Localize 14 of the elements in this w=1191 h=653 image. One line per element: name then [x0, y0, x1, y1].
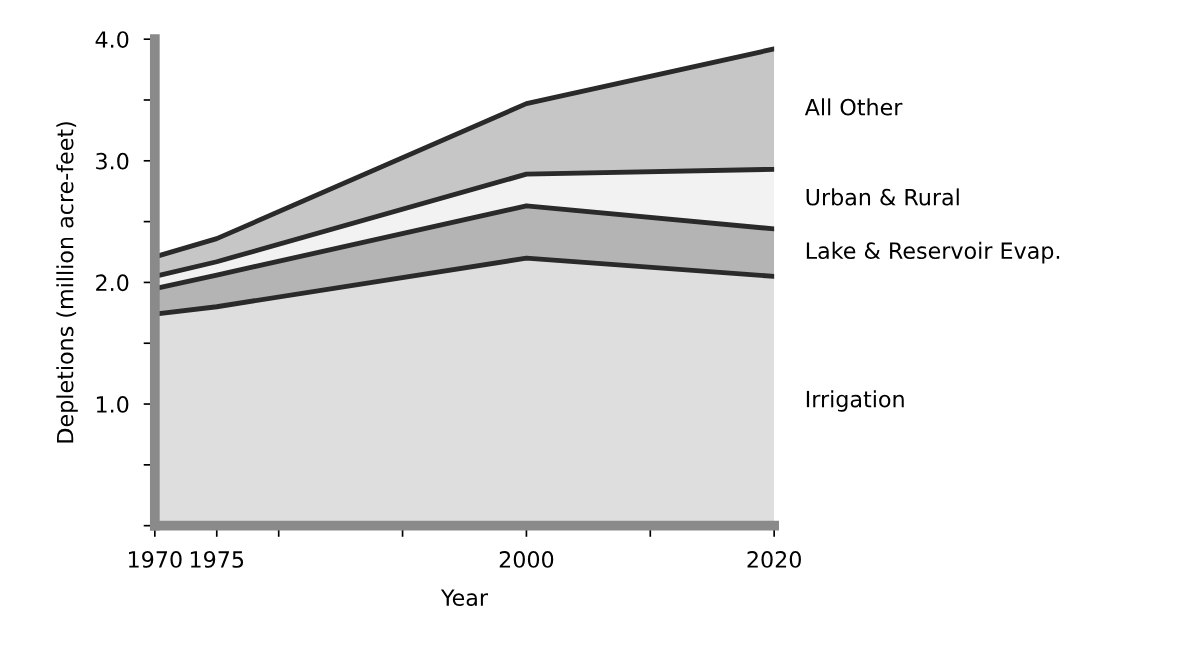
y-axis-title: Depletions (million acre-feet)	[56, 122, 78, 443]
series-label: Urban & Rural	[806, 188, 959, 206]
x-tick-label: 1970	[128, 551, 182, 568]
y-tick-label: 4.0	[95, 31, 129, 48]
x-axis-title: Year	[440, 589, 489, 607]
x-tick-label: 1975	[190, 551, 244, 568]
y-tick-label: 1.0	[96, 395, 129, 413]
x-tick-label: 2000	[499, 551, 554, 568]
series-label: All Other	[804, 98, 903, 116]
series-label: Lake & Reservoir Evap.	[806, 241, 1060, 264]
series-label: Irrigation	[806, 390, 904, 412]
y-tick-label: 3.0	[96, 152, 129, 170]
x-tick-label: 2020	[747, 551, 801, 568]
y-tick-label: 2.0	[96, 274, 129, 292]
